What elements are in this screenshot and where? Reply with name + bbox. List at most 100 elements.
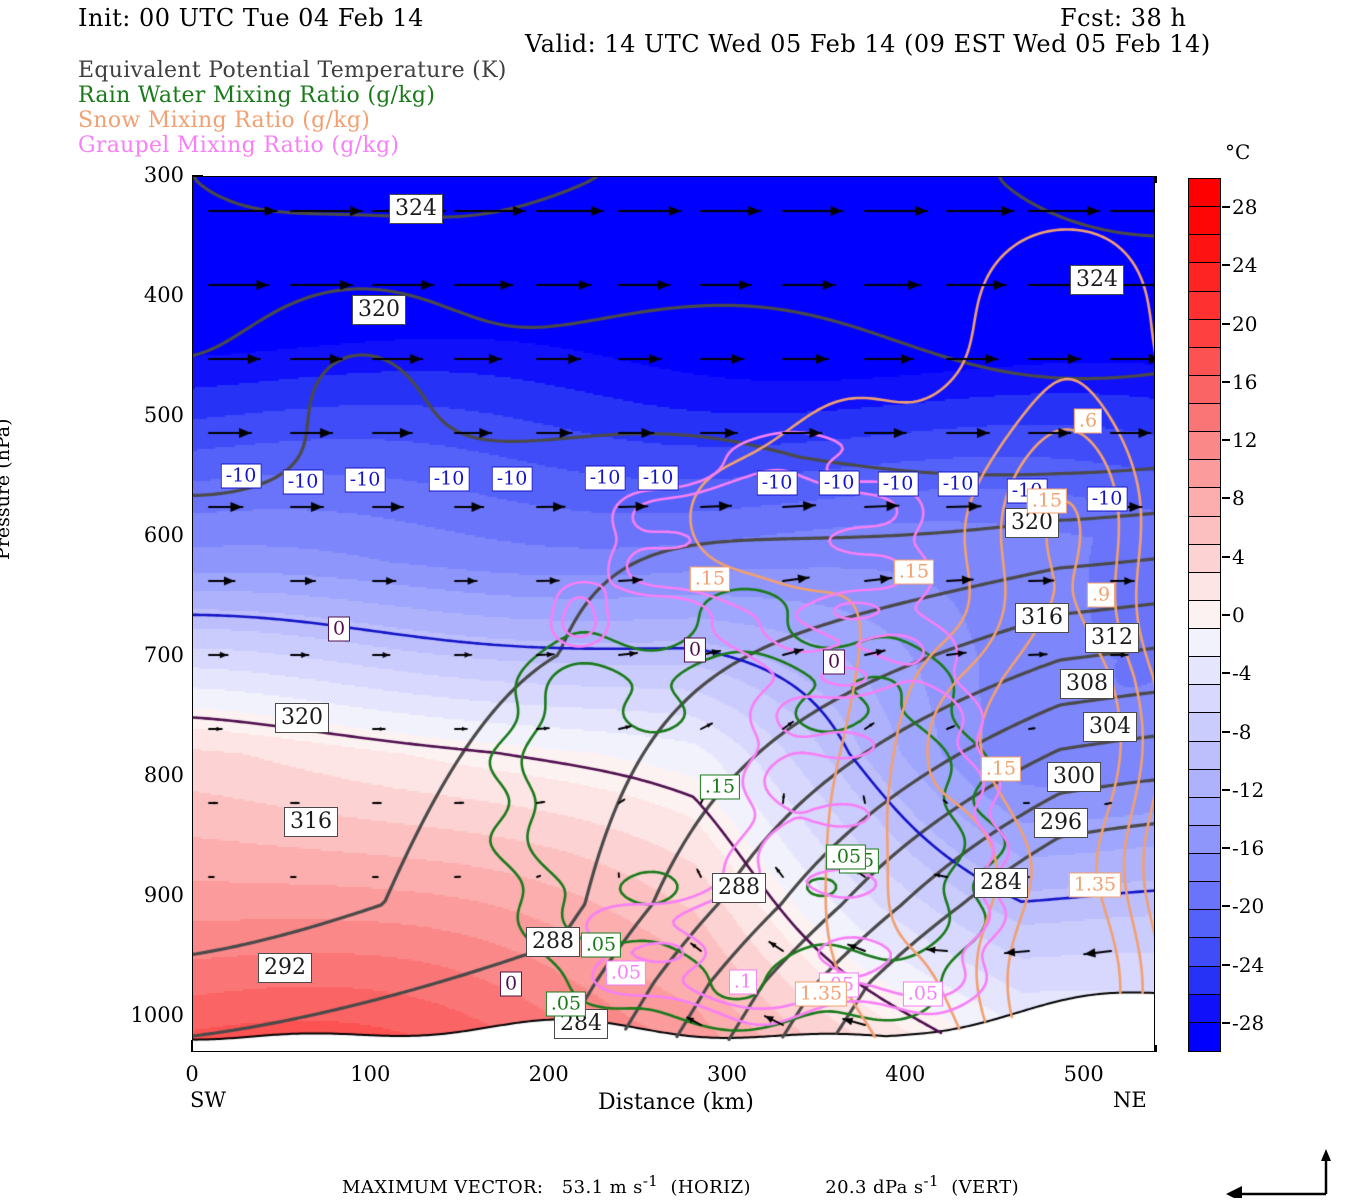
colorbar-segment	[1189, 769, 1220, 798]
y-tick-300: 300	[143, 163, 184, 187]
colorbar-tick	[1222, 847, 1230, 850]
y-tick-800: 800	[143, 763, 184, 787]
colorbar-segment	[1189, 657, 1220, 686]
temperature-colorbar[interactable]	[1188, 178, 1221, 1052]
contour-label-rain: .05	[825, 844, 867, 870]
colorbar-tick	[1222, 380, 1230, 383]
legend-item-theta-e: Equivalent Potential Temperature (K)	[78, 58, 507, 83]
y-tick-700: 700	[143, 643, 184, 667]
colorbar-segment	[1189, 488, 1220, 517]
colorbar-label-28: 28	[1232, 195, 1258, 220]
y-axis-label: Pressure (hPa)	[0, 418, 14, 560]
max-vector-horiz: 53.1 m s	[561, 1177, 643, 1198]
colorbar-segment	[1189, 713, 1220, 742]
colorbar-tick	[1222, 730, 1230, 733]
contour-label-isotherm0: 0	[822, 649, 846, 675]
x-tick-0: 0	[185, 1062, 199, 1086]
contour-label-thetae: 288	[712, 873, 766, 903]
colorbar-tick	[1222, 206, 1230, 209]
contour-label-isotherm-10: -10	[637, 465, 679, 491]
contour-canvas	[193, 177, 1154, 1051]
colorbar-segment	[1189, 741, 1220, 770]
y-tick-500: 500	[143, 403, 184, 427]
colorbar-tick	[1222, 497, 1230, 500]
colorbar-label-neg20: -20	[1232, 894, 1265, 919]
contour-label-rain: .05	[580, 932, 622, 958]
contour-label-snow: .15	[980, 756, 1022, 782]
colorbar-label-neg8: -8	[1232, 719, 1252, 744]
contour-label-rain: .15	[699, 774, 741, 800]
colorbar-label-neg16: -16	[1232, 836, 1265, 861]
contour-label-graupel: .1	[728, 969, 758, 995]
colorbar-segment	[1189, 994, 1220, 1023]
max-vector-footer: MAXIMUM VECTOR: 53.1 m s-1 (HORIZ) 20.3 …	[342, 1172, 1019, 1198]
colorbar-tick	[1222, 322, 1230, 325]
colorbar-label-20: 20	[1232, 311, 1258, 336]
contour-label-thetae: 308	[1060, 669, 1114, 699]
colorbar-segment	[1189, 544, 1220, 573]
horiz-exponent: -1	[642, 1172, 659, 1190]
contour-label-isotherm-10: -10	[491, 466, 533, 492]
max-vector-label: MAXIMUM VECTOR:	[342, 1177, 544, 1198]
contour-label-isotherm0: 0	[499, 971, 523, 997]
x-tick-100: 100	[350, 1062, 391, 1086]
contour-label-graupel: .05	[605, 960, 647, 986]
colorbar-segment	[1189, 291, 1220, 320]
contour-label-snow: .15	[689, 566, 731, 592]
y-tick-900: 900	[143, 883, 184, 907]
x-tick-300: 300	[706, 1062, 748, 1086]
axis-endpoint-ne: NE	[1113, 1088, 1147, 1112]
contour-label-thetae: 324	[389, 194, 443, 224]
x-top-tick	[1155, 176, 1157, 183]
legend-item-rain: Rain Water Mixing Ratio (g/kg)	[78, 83, 436, 108]
contour-label-thetae: 312	[1085, 623, 1139, 653]
colorbar-tick	[1222, 905, 1230, 908]
colorbar-segment	[1189, 938, 1220, 967]
forecast-hour-label: Fcst: 38 h	[1060, 4, 1187, 32]
contour-label-isotherm0: 0	[327, 616, 351, 642]
y-tick-400: 400	[143, 283, 184, 307]
contour-label-rain: .05	[545, 991, 587, 1017]
horiz-tag: (HORIZ)	[670, 1177, 751, 1198]
colorbar-segment	[1189, 207, 1220, 236]
colorbar-label-24: 24	[1232, 253, 1258, 278]
colorbar-tick	[1222, 788, 1230, 791]
contour-label-snow: 1.35	[1068, 872, 1122, 898]
y-tick-600: 600	[143, 523, 184, 547]
colorbar-segment	[1189, 910, 1220, 939]
colorbar-segment	[1189, 685, 1220, 714]
vert-exponent: -1	[923, 1172, 939, 1190]
contour-label-snow: .15	[1026, 488, 1068, 514]
colorbar-label-neg4: -4	[1232, 661, 1252, 686]
x-axis-label: Distance (km)	[598, 1090, 754, 1115]
y-tick-1000: 1000	[130, 1003, 184, 1027]
colorbar-segment	[1189, 600, 1220, 629]
contour-label-thetae: 316	[1015, 603, 1069, 633]
colorbar-segment	[1189, 179, 1220, 208]
colorbar-segment	[1189, 629, 1220, 658]
colorbar-label-8: 8	[1232, 486, 1245, 511]
cross-section-plot[interactable]: 324 320 324 320 316 312 308 304 300 296 284 320 316 2…	[192, 176, 1155, 1052]
valid-time-label: Valid: 14 UTC Wed 05 Feb 14 (09 EST Wed …	[525, 30, 1211, 58]
contour-label-isotherm-10: -10	[220, 463, 262, 489]
colorbar-tick	[1222, 672, 1230, 675]
colorbar-segment	[1189, 854, 1220, 883]
legend-item-graupel: Graupel Mixing Ratio (g/kg)	[78, 133, 400, 158]
vert-tag: (VERT)	[951, 1177, 1020, 1198]
contour-label-thetae: 296	[1034, 808, 1088, 838]
x-tick-500: 500	[1063, 1062, 1104, 1086]
contour-label-isotherm-10: -10	[937, 471, 979, 497]
colorbar-label-neg12: -12	[1232, 777, 1265, 802]
contour-label-thetae: 292	[258, 953, 312, 983]
axis-endpoint-sw: SW	[190, 1088, 226, 1112]
colorbar-segment	[1189, 572, 1220, 601]
colorbar-segment	[1189, 460, 1220, 489]
x-tick-400: 400	[885, 1062, 926, 1086]
contour-label-isotherm-10: -10	[818, 470, 860, 496]
colorbar-tick	[1222, 614, 1230, 616]
contour-label-thetae: 300	[1047, 762, 1101, 792]
colorbar-tick	[1222, 264, 1230, 267]
contour-label-thetae: 288	[526, 927, 580, 957]
colorbar-segment	[1189, 966, 1220, 995]
contour-label-isotherm-10: -10	[344, 467, 386, 493]
